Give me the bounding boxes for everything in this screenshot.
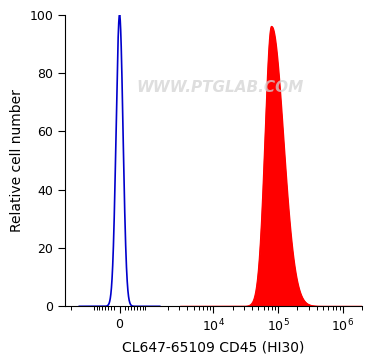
Y-axis label: Relative cell number: Relative cell number (10, 89, 24, 232)
X-axis label: CL647-65109 CD45 (HI30): CL647-65109 CD45 (HI30) (122, 340, 305, 354)
Text: WWW.PTGLAB.COM: WWW.PTGLAB.COM (136, 80, 303, 95)
